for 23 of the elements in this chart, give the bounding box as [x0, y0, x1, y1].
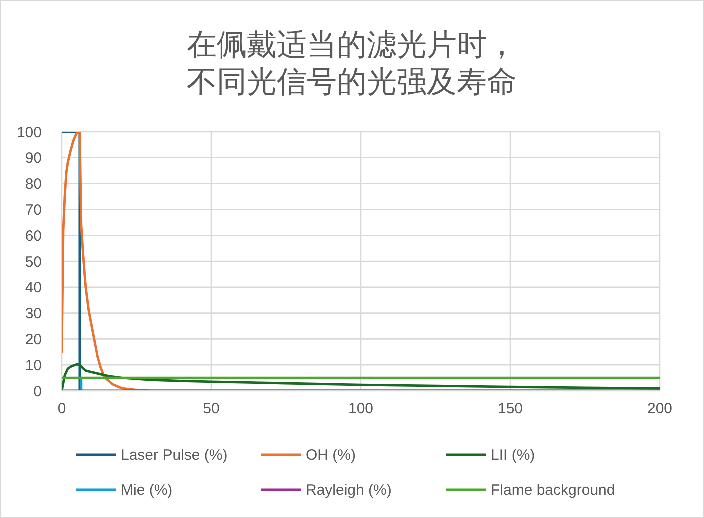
legend-label: Rayleigh (%) [306, 482, 392, 498]
x-tick-label: 50 [203, 400, 220, 418]
y-tick-label: 10 [25, 357, 42, 374]
y-tick-label: 0 [34, 383, 42, 400]
chart-title: 在佩戴适当的滤光片时，不同光信号的光强及寿命 [186, 28, 518, 101]
legend-label: LII (%) [491, 446, 536, 464]
y-tick-label: 90 [25, 150, 42, 168]
y-tick-label: 50 [25, 254, 42, 271]
legend-label: Flame background [491, 482, 616, 498]
y-tick-label: 60 [25, 228, 42, 245]
y-tick-label: 80 [25, 176, 42, 194]
legend-label: OH (%) [306, 446, 356, 464]
legend-label: Laser Pulse (%) [121, 446, 228, 464]
y-tick-label: 70 [25, 202, 42, 220]
legend-label: Mie (%) [121, 482, 173, 498]
x-tick-label: 0 [58, 400, 66, 418]
x-tick-label: 200 [647, 400, 673, 418]
x-tick-label: 150 [498, 400, 524, 418]
x-tick-label: 100 [348, 400, 374, 418]
y-tick-label: 30 [25, 306, 42, 323]
y-tick-label: 40 [25, 280, 42, 297]
y-tick-label: 20 [25, 332, 42, 349]
y-tick-label: 100 [16, 124, 42, 142]
